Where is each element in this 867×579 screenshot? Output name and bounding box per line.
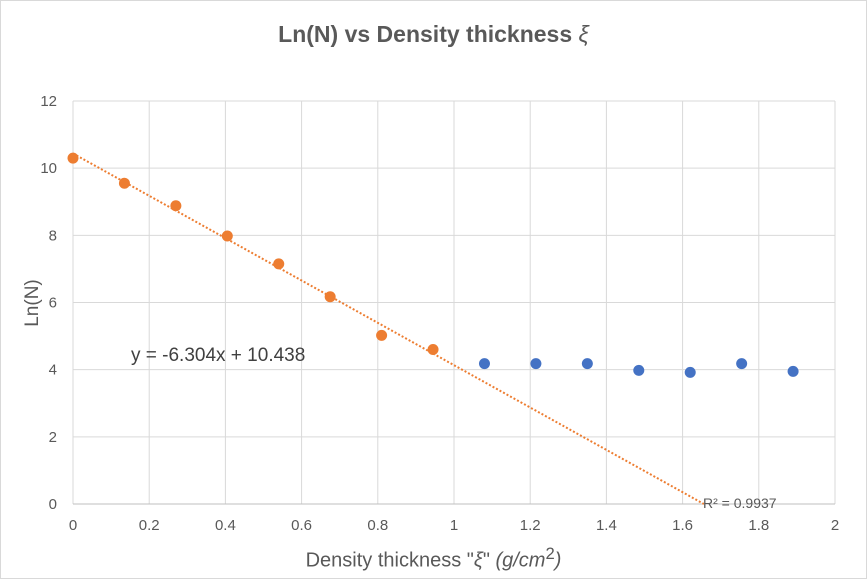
y-tick-label: 12 xyxy=(40,93,57,110)
x-tick-label: 1.4 xyxy=(596,517,617,534)
y-tick-label: 10 xyxy=(40,160,57,177)
data-point xyxy=(118,177,130,189)
x-tick-label: 0 xyxy=(69,517,77,534)
x-tick-label: 1 xyxy=(450,517,458,534)
y-tick-label: 8 xyxy=(49,227,57,244)
x-tick-label: 0.4 xyxy=(215,517,236,534)
chart-title: Ln(N) vs Density thickness ξ xyxy=(278,21,589,47)
data-point xyxy=(684,366,696,378)
data-point xyxy=(633,364,645,376)
x-tick-label: 1.8 xyxy=(748,517,769,534)
data-point xyxy=(376,329,388,341)
x-tick-label: 2 xyxy=(831,517,839,534)
data-point xyxy=(787,365,799,377)
title-xi-symbol: ξ xyxy=(578,21,589,47)
x-axis-label: Density thickness "ξ" (g/cm2) xyxy=(305,544,562,572)
data-point xyxy=(530,358,542,370)
trendline xyxy=(72,152,705,505)
data-point xyxy=(67,152,79,164)
data-point xyxy=(581,358,593,370)
trendline-r2: R² = 0.9937 xyxy=(703,495,777,511)
y-tick-label: 0 xyxy=(49,496,57,513)
x-tick-label: 0.8 xyxy=(367,517,388,534)
x-tick-label: 0.2 xyxy=(139,517,160,534)
data-point xyxy=(170,200,182,212)
data-point xyxy=(221,230,233,242)
data-point xyxy=(273,258,285,270)
y-tick-label: 4 xyxy=(49,362,57,379)
x-tick-label: 1.6 xyxy=(672,517,693,534)
y-tick-label: 6 xyxy=(49,295,57,312)
y-tick-label: 2 xyxy=(49,429,57,446)
data-point xyxy=(427,344,439,356)
trendline-equation: y = -6.304x + 10.438 xyxy=(131,345,305,366)
x-tick-label: 0.6 xyxy=(291,517,312,534)
data-point xyxy=(478,358,490,370)
data-point xyxy=(736,358,748,370)
x-tick-label: 1.2 xyxy=(520,517,541,534)
data-point xyxy=(324,291,336,303)
